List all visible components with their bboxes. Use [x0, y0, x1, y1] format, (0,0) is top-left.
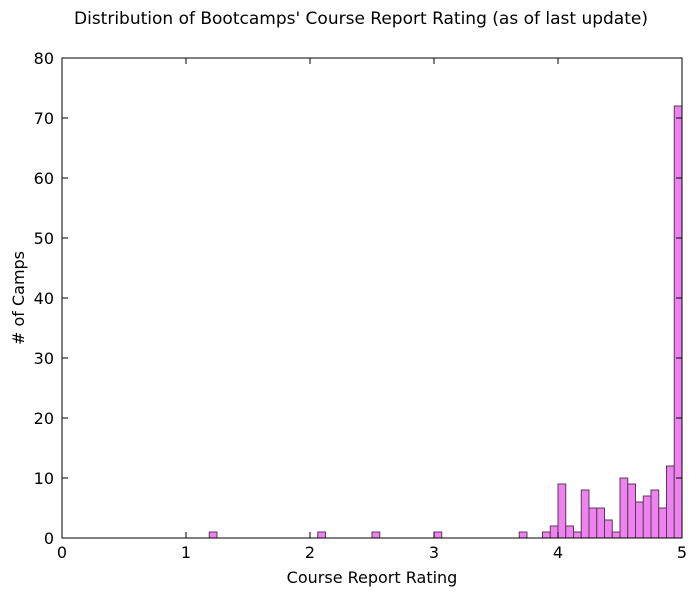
- bar-14: [611, 531, 621, 539]
- plot-frame: [61, 57, 683, 539]
- bar-4: [518, 531, 528, 539]
- y-tick-label-2: 20: [34, 409, 54, 428]
- bar-1: [317, 531, 326, 539]
- y-tick-label-0: 0: [44, 529, 54, 548]
- y-tick-label-3: 30: [34, 349, 54, 368]
- bar-15: [619, 477, 629, 539]
- bar-18: [642, 495, 652, 539]
- x-tick-label-4: 4: [553, 543, 563, 562]
- bar-7: [557, 483, 567, 539]
- y-axis-label: # of Camps: [9, 251, 28, 345]
- chart-title: Distribution of Bootcamps' Course Report…: [74, 9, 648, 29]
- bar-10: [580, 489, 590, 539]
- bar-17: [635, 501, 644, 539]
- x-tick-label-3: 3: [429, 543, 439, 562]
- bar-19: [650, 489, 660, 539]
- x-tick-label-1: 1: [181, 543, 191, 562]
- bar-0: [208, 531, 218, 539]
- y-tick-label-5: 50: [34, 229, 54, 248]
- bar-3: [433, 531, 443, 539]
- bar-13: [604, 519, 613, 539]
- y-tick-label-8: 80: [34, 49, 54, 68]
- y-tick-label-1: 10: [34, 469, 54, 488]
- bar-9: [573, 531, 582, 539]
- bar-5: [542, 531, 551, 539]
- bars-layer: [208, 105, 683, 539]
- bar-11: [588, 507, 598, 539]
- x-axis-label: Course Report Rating: [287, 568, 458, 587]
- bar-6: [549, 525, 559, 539]
- bar-12: [596, 507, 605, 539]
- y-tick-label-6: 60: [34, 169, 54, 188]
- x-tick-label-2: 2: [305, 543, 315, 562]
- x-tick-label-0: 0: [57, 543, 67, 562]
- bar-2: [371, 531, 381, 539]
- bar-8: [565, 525, 574, 539]
- y-tick-label-4: 40: [34, 289, 54, 308]
- bar-22: [673, 105, 683, 539]
- bar-21: [666, 465, 675, 539]
- bar-20: [658, 507, 667, 539]
- x-tick-label-5: 5: [677, 543, 687, 562]
- bar-16: [627, 483, 636, 539]
- y-tick-label-7: 70: [34, 109, 54, 128]
